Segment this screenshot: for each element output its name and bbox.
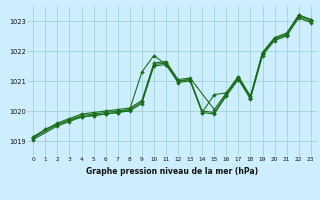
X-axis label: Graphe pression niveau de la mer (hPa): Graphe pression niveau de la mer (hPa) — [86, 167, 258, 176]
